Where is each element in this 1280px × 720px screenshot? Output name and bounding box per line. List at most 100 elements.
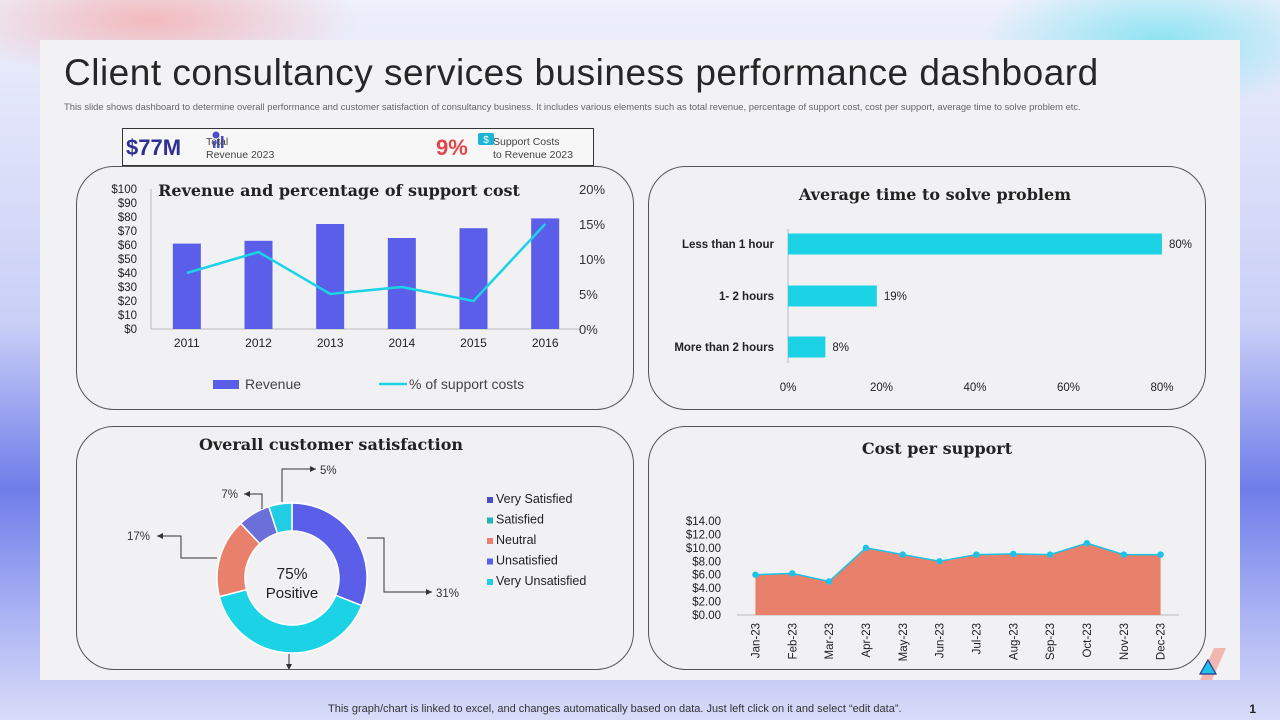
avg-cost-point [1157, 551, 1164, 558]
page-subtitle: This slide shows dashboard to determine … [64, 101, 1081, 112]
legend-swatch [487, 579, 493, 585]
cost-x-tick: Jun-23 [935, 623, 947, 658]
cost-y-tick: $10.00 [686, 543, 721, 555]
cost-x-tick: Sep-23 [1045, 623, 1057, 660]
kpi-revenue-label-line2: Revenue 2023 [206, 149, 275, 161]
revenue-y-tick: $80 [118, 212, 137, 224]
support-cost-line [186, 223, 547, 303]
avg-time-x-tick: 40% [963, 382, 986, 394]
donut-callout-arrow [426, 589, 432, 595]
revenue-y-tick: $30 [118, 282, 137, 294]
avg-time-value-label: 80% [1169, 239, 1192, 251]
cost-y-tick: $12.00 [686, 529, 721, 541]
avg-cost-point [936, 558, 943, 565]
cost-x-tick: Jan-23 [750, 623, 762, 658]
cost-panel: Cost per support $0.00 $2.00 $4.00 $6.00 $8.… [648, 426, 1206, 670]
donut-center-label: Positive [266, 585, 319, 602]
kpi-support-label-line2: to Revenue 2023 [493, 149, 573, 161]
revenue-x-tick: 2012 [245, 336, 272, 350]
donut-callout-line [281, 468, 316, 502]
avg-cost-point [1083, 539, 1091, 547]
donut-value-label: 7% [221, 489, 238, 501]
revenue-x-tick: 2011 [174, 336, 200, 350]
legend-revenue-label: Revenue [245, 376, 301, 392]
donut-value-label: 31% [436, 588, 459, 600]
cost-y-tick: $4.00 [692, 583, 721, 595]
legend-label: Very Unsatisfied [496, 574, 586, 588]
revenue-x-tick: 2014 [388, 336, 415, 350]
satisfaction-chart-title: Overall customer satisfaction [198, 435, 464, 454]
avg-time-panel: Average time to solve problem Less than … [648, 166, 1206, 410]
cost-x-tick: Apr-23 [861, 623, 873, 658]
avg-cost-point [973, 551, 980, 558]
revenue-x-tick: 2013 [317, 336, 344, 350]
avg-time-x-tick: 0% [780, 382, 797, 394]
avg-cost-point [1046, 551, 1054, 558]
revenue-x-tick: 2016 [532, 336, 559, 350]
support-y-tick: 5% [579, 287, 598, 302]
cost-chart: $0.00$2.00 $4.00$6.00 $8.00$10.00 $12.00$14… [686, 516, 1179, 661]
donut-center-percent: 75% [276, 566, 307, 583]
avg-time-x-tick: 20% [870, 382, 893, 394]
donut-callout-line [367, 537, 432, 593]
kpi-support-label: Support Costs to Revenue 2023 [493, 136, 573, 162]
avg-time-category: More than 2 hours [674, 342, 774, 354]
donut-callout-arrow [157, 533, 163, 539]
revenue-chart: $0 $10 $20 $30 $40 $50 $60 $70 $80 $90 $100 0% 5% 10%… [111, 182, 605, 392]
avg-time-bar [788, 285, 877, 307]
donut-slice [267, 502, 293, 535]
avg-time-chart: Less than 1 hour 80% 1- 2 hours 19% More tha… [674, 229, 1192, 394]
avg-cost-point [825, 578, 833, 585]
donut-callout-arrow [244, 491, 250, 497]
bar-chart-icon [212, 131, 224, 148]
donut-callout-arrow [286, 664, 292, 669]
revenue-panel: Revenue and percentage of support cost $… [76, 166, 634, 410]
donut-value-label: 5% [320, 465, 337, 477]
avg-cost-point [752, 571, 759, 578]
revenue-y-tick: $60 [118, 240, 137, 252]
cost-y-tick: $6.00 [692, 570, 721, 582]
revenue-y-tick: $90 [118, 198, 137, 210]
legend-label: Neutral [496, 533, 536, 547]
avg-time-bar [788, 336, 826, 358]
legend-swatch [487, 517, 493, 524]
cost-x-tick: Mar-23 [824, 623, 836, 659]
support-y-tick: 15% [579, 217, 605, 232]
cost-x-tick: Dec-23 [1156, 623, 1168, 660]
donut-callout-line [244, 493, 263, 509]
legend-label: Satisfied [496, 513, 544, 527]
slide: Client consultancy services business per… [40, 40, 1240, 680]
kpi-support-label-line1: Support Costs [493, 136, 560, 148]
revenue-y-tick: $70 [118, 226, 137, 238]
cost-x-tick: Nov-23 [1119, 623, 1131, 660]
logo-icon [1198, 648, 1226, 680]
avg-cost-point [862, 544, 870, 552]
avg-time-value-label: 8% [832, 342, 849, 354]
money-icon: $ [478, 133, 494, 146]
revenue-y-tick: $0 [124, 324, 137, 336]
avg-cost-point [789, 570, 796, 577]
avg-time-x-tick: 60% [1057, 382, 1080, 394]
avg-cost-point [1010, 550, 1017, 558]
legend-swatch [487, 497, 493, 503]
support-y-tick: 20% [579, 182, 605, 197]
legend-label: Unsatisfied [496, 554, 558, 568]
revenue-chart-title: Revenue and percentage of support cost [158, 181, 520, 200]
donut-slice [218, 588, 363, 654]
revenue-bar [316, 224, 345, 329]
revenue-y-tick: $20 [118, 296, 137, 308]
cost-x-tick: May-23 [898, 623, 910, 661]
revenue-y-tick: $100 [111, 184, 137, 196]
revenue-y-tick: $10 [118, 310, 137, 322]
cost-y-tick: $14.00 [686, 516, 721, 528]
revenue-bar [459, 228, 488, 329]
legend-revenue-swatch [213, 380, 239, 389]
cost-x-tick: Aug-23 [1008, 623, 1020, 660]
avg-time-category: 1- 2 hours [719, 291, 774, 303]
legend-swatch [487, 538, 493, 544]
avg-time-x-tick: 80% [1150, 382, 1173, 394]
legend-support-label: % of support costs [409, 376, 524, 392]
avg-cost-line [755, 542, 1161, 583]
kpi-revenue-label-line1: Total [206, 136, 229, 148]
